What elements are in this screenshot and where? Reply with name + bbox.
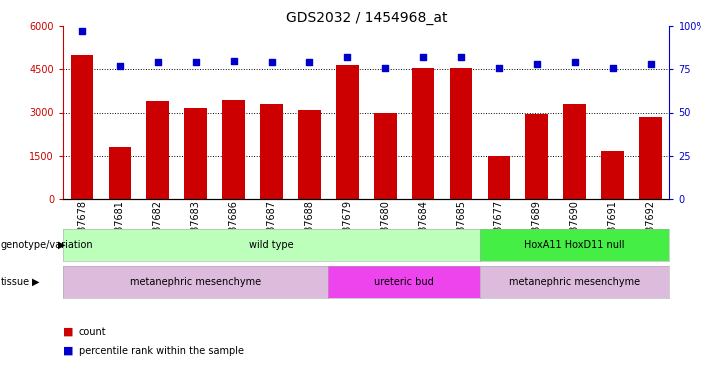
Point [569,60,580,66]
Bar [147,101,169,199]
Point [494,64,505,70]
Bar [564,104,586,199]
Bar [184,108,207,199]
Bar [411,68,435,199]
Bar [639,117,662,199]
Text: genotype/variation: genotype/variation [1,240,93,250]
Bar [260,104,283,199]
Text: tissue: tissue [1,277,30,287]
Point [456,54,467,60]
Text: ▶: ▶ [57,240,65,250]
Point [114,63,125,69]
Text: HoxA11 HoxD11 null: HoxA11 HoxD11 null [524,240,625,250]
Text: count: count [79,327,106,337]
Bar [71,55,93,199]
Point [304,60,315,66]
Bar [298,110,321,199]
Point [380,64,391,70]
Text: metanephric mesenchyme: metanephric mesenchyme [130,277,261,287]
Point [607,64,618,70]
Bar [109,147,131,199]
Point [418,54,429,60]
Bar [526,114,548,199]
Bar [601,151,624,199]
Point [341,54,353,60]
Bar [222,100,245,199]
Bar [449,68,472,199]
Bar [336,65,359,199]
Title: GDS2032 / 1454968_at: GDS2032 / 1454968_at [285,11,447,25]
Point [152,60,163,66]
Point [645,61,656,67]
Text: ■: ■ [63,327,74,337]
Point [531,61,543,67]
Point [266,60,277,66]
Text: metanephric mesenchyme: metanephric mesenchyme [509,277,640,287]
Text: ureteric bud: ureteric bud [374,277,434,287]
Point [228,58,239,64]
Text: percentile rank within the sample: percentile rank within the sample [79,346,243,355]
Text: ■: ■ [63,346,74,355]
Point [76,28,88,34]
Text: wild type: wild type [250,240,294,250]
Bar [487,156,510,199]
Bar [374,112,397,199]
Text: ▶: ▶ [32,277,40,287]
Point [190,60,201,66]
